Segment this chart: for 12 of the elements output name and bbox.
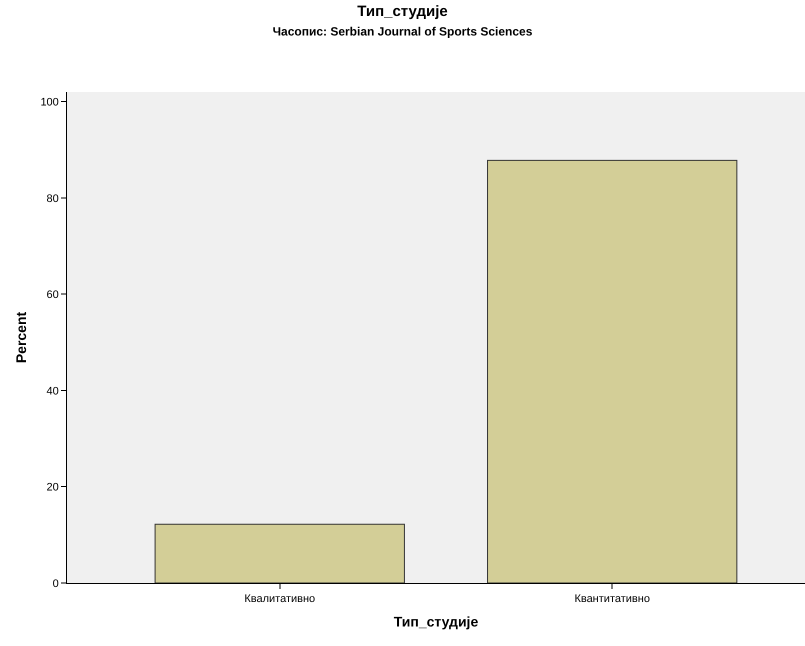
y-axis-title: Percent — [13, 311, 30, 364]
y-tick-label: 60 — [46, 289, 59, 302]
y-tick-label: 20 — [46, 482, 59, 494]
chart-title: Тип_студије — [357, 3, 448, 20]
x-tick-label: Квантитативно — [574, 593, 650, 606]
x-axis-title: Тип_студије — [394, 614, 478, 630]
y-tick-label: 100 — [40, 96, 59, 108]
y-tick-label: 80 — [46, 192, 59, 205]
y-tick-label: 40 — [46, 385, 59, 398]
chart-subtitle: Часопис: Serbian Journal of Sports Sciences — [272, 24, 533, 39]
x-tick-label: Квалитативно — [244, 593, 316, 606]
y-tick-label: 0 — [52, 578, 59, 590]
